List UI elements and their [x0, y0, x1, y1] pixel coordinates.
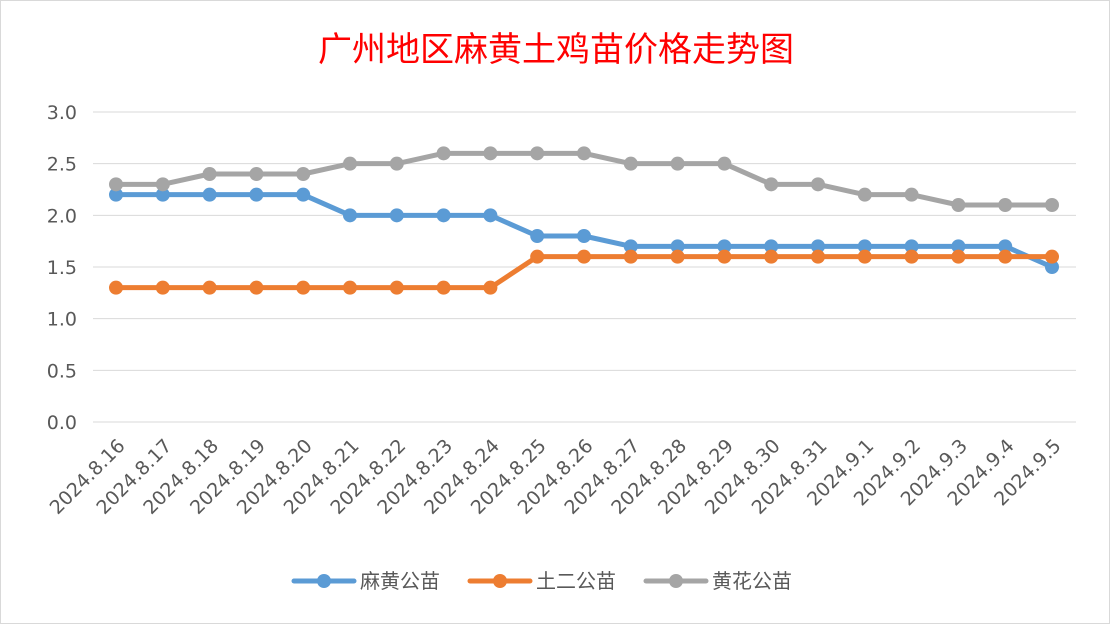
data-point	[155, 280, 170, 295]
data-point	[530, 146, 545, 161]
data-point	[343, 156, 357, 171]
data-point	[530, 229, 545, 243]
data-point	[577, 146, 591, 161]
data-point	[951, 198, 966, 212]
data-point	[811, 249, 825, 264]
data-point	[155, 187, 170, 202]
y-tick-label: 2.0	[47, 205, 77, 227]
y-tick-label: 1.5	[47, 257, 77, 279]
data-point	[811, 239, 825, 254]
data-point	[436, 280, 451, 295]
data-point	[296, 167, 311, 181]
series-group	[109, 146, 1059, 295]
data-point	[389, 156, 404, 171]
data-point	[670, 239, 685, 254]
data-point	[904, 249, 919, 264]
series-麻黄公苗	[109, 187, 1059, 274]
data-point	[764, 177, 779, 192]
data-point	[202, 280, 217, 295]
data-point	[857, 239, 872, 254]
data-point	[904, 239, 919, 254]
legend-swatch-marker	[669, 574, 683, 588]
legend-swatch-marker	[317, 574, 331, 588]
y-tick-label: 1.0	[47, 309, 77, 331]
legend: 麻黄公苗 土二公苗 黄花公苗	[291, 569, 792, 593]
legend-label: 土二公苗	[536, 569, 616, 593]
legend-item: 黄花公苗	[643, 569, 792, 593]
data-point	[343, 280, 357, 295]
data-point	[1045, 249, 1059, 264]
data-point	[998, 239, 1013, 254]
series-土二公苗	[109, 249, 1059, 295]
data-point	[249, 280, 264, 295]
y-tick-label: 0.0	[47, 412, 77, 434]
data-point	[436, 208, 451, 223]
data-point	[389, 280, 404, 295]
data-point	[483, 146, 498, 161]
data-point	[155, 177, 170, 192]
y-tick-label: 3.0	[47, 102, 77, 124]
legend-label: 麻黄公苗	[360, 569, 440, 593]
data-point	[296, 187, 311, 202]
x-axis-ticks: 2024.8.162024.8.172024.8.182024.8.192024…	[46, 435, 1066, 519]
data-point	[998, 249, 1013, 264]
data-point	[436, 146, 451, 161]
data-point	[483, 208, 498, 223]
data-point	[530, 249, 545, 264]
data-point	[764, 239, 779, 254]
data-point	[623, 249, 638, 264]
series-黄花公苗	[109, 146, 1059, 212]
y-tick-label: 2.5	[47, 154, 77, 176]
data-point	[577, 249, 591, 264]
data-point	[904, 187, 919, 202]
data-point	[717, 156, 732, 171]
chart-title: 广州地区麻黄土鸡苗价格走势图	[318, 30, 794, 70]
y-tick-label: 0.5	[47, 360, 77, 382]
legend-swatch-marker	[493, 574, 507, 588]
data-point	[623, 239, 638, 254]
data-point	[951, 239, 966, 254]
data-point	[1045, 198, 1059, 212]
data-point	[296, 280, 311, 295]
y-axis-ticks: 0.0 0.5 1.0 1.5 2.0 2.5 3.0	[47, 102, 77, 434]
data-point	[670, 249, 685, 264]
data-point	[1045, 260, 1059, 274]
data-point	[857, 249, 872, 264]
data-point	[109, 187, 123, 202]
legend-label: 黄花公苗	[712, 569, 792, 593]
data-point	[857, 187, 872, 202]
data-point	[998, 198, 1013, 212]
data-point	[764, 249, 779, 264]
data-point	[623, 156, 638, 171]
data-point	[717, 249, 732, 264]
legend-item: 麻黄公苗	[291, 569, 440, 593]
data-point	[577, 229, 591, 243]
data-point	[343, 208, 357, 223]
data-point	[483, 280, 498, 295]
data-point	[670, 156, 685, 171]
data-point	[202, 167, 217, 181]
legend-item: 土二公苗	[467, 569, 616, 593]
data-point	[109, 177, 123, 192]
data-point	[811, 177, 825, 192]
gridlines	[93, 111, 1076, 423]
data-point	[202, 187, 217, 202]
data-point	[389, 208, 404, 223]
data-point	[249, 167, 264, 181]
data-point	[717, 239, 732, 254]
data-point	[249, 187, 264, 202]
data-point	[109, 280, 123, 295]
data-point	[951, 249, 966, 264]
